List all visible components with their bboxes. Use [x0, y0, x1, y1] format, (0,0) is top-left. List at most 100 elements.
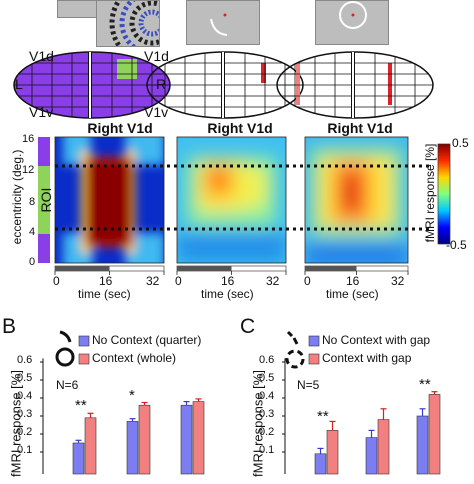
- heatmap-3-timebar-on: [305, 266, 357, 271]
- map-roi-green: [117, 59, 137, 79]
- panel-b-bar: [192, 401, 205, 475]
- ecc-tick-0: 0: [29, 256, 36, 268]
- heatmap-3-content: [305, 137, 408, 263]
- colorbar-label: fMRI response [%]: [423, 143, 437, 243]
- map-activation-left: [296, 63, 300, 105]
- eccentricity-axis-label: eccentricity (deg.): [10, 149, 24, 245]
- panel-c-ytick-5: 0.2: [259, 426, 275, 438]
- panel-c-bar: [365, 437, 378, 475]
- stimulus-ring-whole: [315, 0, 389, 45]
- stimulus-checker-front: [96, 0, 160, 47]
- time-axis-label-a: time (sec): [78, 287, 131, 301]
- panel-b-bar: [180, 404, 193, 475]
- time-axis-label-b: time (sec): [201, 287, 254, 301]
- panel-b-bar: [72, 442, 85, 475]
- panel-c-sig-1: **: [317, 408, 329, 425]
- time-tick-16-a: 16: [99, 274, 113, 288]
- panel-b-bar: [138, 404, 151, 475]
- time-axis-label-c: time (sec): [326, 287, 379, 301]
- checkerboard-wedge-icon: [97, 1, 159, 46]
- map-label-v1d-right: V1d: [144, 48, 169, 64]
- panel-c-bar: [326, 430, 339, 475]
- heatmap-3-frame: [304, 136, 409, 264]
- map-label-v1v-right: V1v: [144, 104, 169, 120]
- panel-b-ytick-1: 0.6: [17, 354, 33, 366]
- heatmap-1-frame: [54, 136, 165, 264]
- ring-gap-icon: [285, 349, 305, 369]
- time-tick-16-c: 16: [346, 274, 360, 288]
- panel-c-legend-swatch-blue: [308, 335, 320, 347]
- heatmaps: [38, 136, 451, 275]
- heatmap-title-2: Right V1d: [207, 120, 273, 136]
- panel-c-bar: [314, 453, 327, 475]
- panel-b-letter: B: [2, 315, 17, 338]
- colorbar-max: 0.5: [452, 136, 469, 150]
- panel-c-ytick-3: 0.4: [259, 390, 275, 402]
- time-tick-32-a: 32: [146, 274, 160, 288]
- panel-c-legend-swatch-red: [308, 353, 320, 365]
- map-label-v1v-left: V1v: [29, 104, 54, 120]
- stimulus-arc-quarter: [186, 0, 260, 45]
- panel-b-ytick-4: 0.3: [17, 408, 33, 420]
- heatmap-title-1: Right V1d: [87, 120, 153, 136]
- panel-b-ytick-5: 0.2: [17, 426, 33, 438]
- panel-c-bar: [416, 415, 429, 475]
- panel-b-bar: [84, 417, 97, 475]
- map-activation: [261, 63, 266, 83]
- roi-label: ROI: [38, 187, 54, 213]
- colorbar: [438, 144, 450, 244]
- quarter-gap-arc-icon: [286, 330, 299, 345]
- heatmap-1-timebar-on: [55, 266, 110, 271]
- colorbar-min: -0.5: [446, 238, 467, 252]
- time-tick-32-c: 32: [391, 274, 405, 288]
- time-tick-0-b: 0: [175, 274, 182, 288]
- panel-c-ytick-4: 0.3: [259, 408, 275, 420]
- panel-c-sig-2: **: [419, 376, 431, 393]
- panel-b-bar: [126, 421, 139, 475]
- panel-c-n: N=5: [297, 378, 320, 392]
- map-label-left: L: [15, 76, 23, 92]
- panel-c-bar: [428, 394, 441, 475]
- panel-c-letter: C: [240, 315, 256, 338]
- heatmap-2-frame: [176, 136, 287, 264]
- roi-bar-violet-top: [38, 137, 50, 166]
- ecc-tick-16: 16: [22, 133, 35, 145]
- time-tick-0-c: 0: [304, 274, 311, 288]
- time-tick-0-a: 0: [53, 274, 60, 288]
- panel-b-legend-swatch-red: [78, 353, 90, 365]
- bar-charts: [40, 330, 441, 475]
- map-label-v1d-left: V1d: [29, 48, 54, 64]
- time-tick-32-b: 32: [266, 274, 280, 288]
- panel-b-ytick-2: 0.5: [17, 372, 33, 384]
- panel-c-bar: [377, 419, 390, 475]
- panel-b-ytick-3: 0.4: [17, 390, 33, 402]
- panel-b-sig-2: *: [129, 387, 135, 404]
- ecc-tick-4: 4: [29, 226, 36, 238]
- panel-b-legend-1: No Context (quarter): [92, 333, 202, 347]
- cortical-flat-maps: [13, 51, 434, 119]
- panel-b-legend-swatch-blue: [78, 335, 90, 347]
- ecc-tick-8: 8: [29, 196, 36, 208]
- panel-c-ytick-1: 0.6: [259, 354, 275, 366]
- roi-bar-green: [38, 166, 50, 234]
- roi-bar-violet-bottom: [38, 234, 50, 263]
- panel-b-sig-1: **: [75, 397, 87, 414]
- time-tick-16-b: 16: [221, 274, 235, 288]
- heatmap-2-content: [177, 137, 286, 263]
- ecc-tick-12: 12: [22, 164, 35, 176]
- panel-c-legend-1: No Context with gap: [322, 333, 431, 347]
- panel-b-legend-2: Context (whole): [92, 351, 177, 365]
- panel-b-ytick-6: 0.1: [17, 444, 33, 456]
- quarter-arc-icon: [59, 330, 72, 343]
- map-activation-right: [388, 63, 392, 105]
- map-label-right: R: [156, 76, 167, 92]
- panel-c-legend-2: Context with gap: [322, 351, 412, 365]
- whole-ring-icon: [55, 347, 75, 367]
- heatmap-title-3: Right V1d: [327, 120, 393, 136]
- heatmap-1-content: [55, 137, 164, 263]
- panel-c-ytick-2: 0.5: [259, 372, 275, 384]
- heatmap-2-timebar-on: [177, 266, 232, 271]
- panel-b-n: N=6: [56, 378, 79, 392]
- colorbar-gradient: [437, 143, 451, 245]
- panel-c-ytick-6: 0.1: [259, 444, 275, 456]
